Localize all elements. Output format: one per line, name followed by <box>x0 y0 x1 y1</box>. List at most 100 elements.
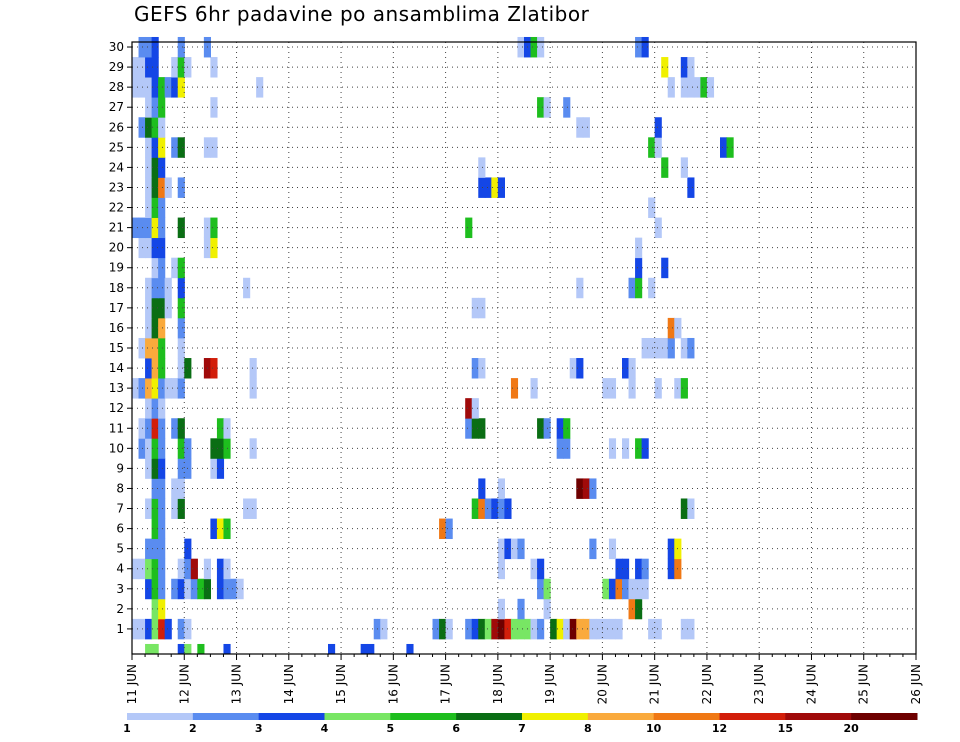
heatmap-cell <box>648 618 656 640</box>
heatmap-cell <box>223 643 231 655</box>
heatmap-cell <box>132 618 140 640</box>
heatmap-cell <box>478 177 486 198</box>
heatmap-cell <box>687 618 695 640</box>
heatmap-cell <box>158 438 166 459</box>
heatmap-cell <box>680 618 688 640</box>
heatmap-cell <box>177 558 185 580</box>
heatmap-cell <box>151 337 159 359</box>
heatmap-cell <box>151 317 159 339</box>
heatmap-cell <box>145 418 153 439</box>
colorbar-label: 7 <box>518 722 526 735</box>
heatmap-cell <box>687 177 695 198</box>
heatmap-cell <box>177 317 185 339</box>
heatmap-cell <box>582 117 590 138</box>
x-tick-label: 12 JUN <box>177 664 191 704</box>
y-tick-label: 3 <box>116 582 124 596</box>
heatmap-cell <box>145 217 153 239</box>
heatmap-cell <box>132 378 140 399</box>
heatmap-cell <box>569 618 577 640</box>
heatmap-cell <box>510 538 519 560</box>
heatmap-cell <box>569 358 577 379</box>
x-axis-date-labels: 11 JUN 12 JUN 13 JUN 14 JUN 15 JUN 16 JUN 17 J… <box>125 654 923 704</box>
heatmap-cell <box>641 438 649 459</box>
colorbar-label: 2 <box>189 722 197 735</box>
y-tick-label: 17 <box>109 301 124 315</box>
heatmap-cell <box>151 418 159 439</box>
y-tick-label: 5 <box>116 542 124 556</box>
heatmap-cell <box>654 337 662 359</box>
colorbar-swatch <box>719 713 786 720</box>
colorbar-swatch <box>522 713 589 720</box>
heatmap-cell <box>210 438 218 459</box>
heatmap-cell <box>478 297 486 319</box>
heatmap-cell <box>210 358 218 379</box>
heatmap-cell <box>648 197 656 218</box>
heatmap-cell <box>530 378 538 399</box>
heatmap-cell <box>595 618 603 640</box>
heatmap-cell <box>164 378 172 399</box>
x-tick-label: 19 JUN <box>543 664 557 704</box>
heatmap-cell <box>158 217 166 239</box>
y-tick-label: 8 <box>116 481 124 495</box>
heatmap-cell <box>406 643 414 655</box>
heatmap-cell <box>622 358 630 379</box>
y-tick-label: 30 <box>109 40 124 54</box>
colorbar-swatch <box>324 713 391 720</box>
heatmap-cell <box>510 378 519 399</box>
heatmap-cell <box>576 277 584 299</box>
heatmap-cell <box>171 418 179 439</box>
heatmap-cell <box>360 643 368 655</box>
heatmap-cell <box>210 518 218 540</box>
heatmap-cell <box>556 438 564 459</box>
heatmap-cell <box>151 297 159 319</box>
heatmap-cell <box>177 137 185 158</box>
heatmap-cell <box>478 418 486 439</box>
heatmap-cell <box>145 358 153 379</box>
heatmap-cell <box>563 438 571 459</box>
colorbar-label: 4 <box>321 722 329 735</box>
heatmap-cell <box>465 398 473 419</box>
heatmap-cell <box>145 197 153 218</box>
heatmap-cell <box>151 277 159 299</box>
heatmap-cell <box>151 217 159 239</box>
heatmap-cell <box>177 297 185 319</box>
heatmap-cell <box>145 618 153 640</box>
heatmap-cell <box>602 618 610 640</box>
heatmap-cell <box>177 36 185 58</box>
y-tick-label: 29 <box>109 60 124 74</box>
y-axis-member-labels: 1234567891011121314151617181920212223242… <box>109 40 132 636</box>
x-tick-label: 18 JUN <box>491 664 505 704</box>
heatmap-cell <box>158 137 166 158</box>
heatmap-cell <box>249 498 257 519</box>
colorbar-swatch <box>456 713 523 720</box>
heatmap-cell <box>622 578 630 600</box>
heatmap-cell <box>661 57 669 78</box>
heatmap-cell <box>537 36 545 58</box>
heatmap-cell <box>537 558 545 580</box>
heatmap-cell <box>145 77 153 98</box>
heatmap-cell <box>158 257 166 279</box>
heatmap-cell <box>465 418 473 439</box>
heatmap-cell <box>680 157 688 178</box>
heatmap-cell <box>151 618 159 640</box>
heatmap-cell <box>641 578 649 600</box>
heatmap-cell <box>654 217 662 239</box>
heatmap-cell <box>158 277 166 299</box>
heatmap-cell <box>190 578 198 600</box>
colorbar-label: 12 <box>712 722 727 735</box>
heatmap-cell <box>680 378 688 399</box>
heatmap-cell <box>145 337 153 359</box>
heatmap-cell <box>478 358 486 379</box>
heatmap-cell <box>171 137 179 158</box>
y-tick-label: 2 <box>116 602 124 616</box>
heatmap-cell <box>680 57 688 78</box>
heatmap-cell <box>556 418 564 439</box>
heatmap-cell <box>680 337 688 359</box>
heatmap-cell <box>367 643 375 655</box>
heatmap-cell <box>216 438 225 459</box>
heatmap-cell <box>132 57 140 78</box>
heatmap-cell <box>145 317 153 339</box>
heatmap-cell <box>726 137 734 158</box>
y-tick-label: 12 <box>109 401 124 415</box>
heatmap-cell <box>517 598 525 620</box>
